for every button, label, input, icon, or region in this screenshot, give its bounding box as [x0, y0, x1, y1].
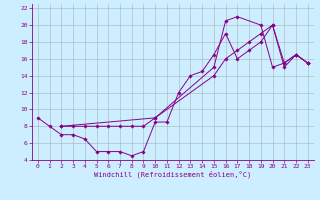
X-axis label: Windchill (Refroidissement éolien,°C): Windchill (Refroidissement éolien,°C): [94, 171, 252, 178]
